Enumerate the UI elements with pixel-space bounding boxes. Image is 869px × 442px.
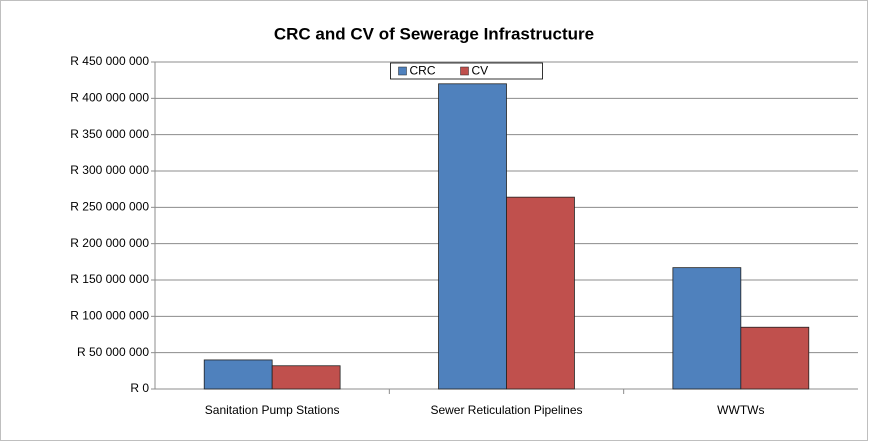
y-tick-label: R 350 000 000 <box>70 127 149 141</box>
x-tick-label: WWTWs <box>717 403 764 417</box>
bar <box>203 359 273 390</box>
y-tick-label: R 100 000 000 <box>70 309 149 323</box>
y-tick-label: R 0 <box>130 381 149 395</box>
x-tick-label: Sanitation Pump Stations <box>205 403 340 417</box>
bar <box>271 365 341 390</box>
y-tick-label: R 400 000 000 <box>70 91 149 105</box>
bar <box>438 83 507 390</box>
y-tick-label: R 200 000 000 <box>70 236 149 250</box>
legend-swatch <box>398 66 407 76</box>
legend-swatch <box>460 66 469 76</box>
bar <box>672 267 742 390</box>
y-tick-label: R 250 000 000 <box>70 200 149 214</box>
y-tick-label: R 50 000 000 <box>77 345 149 359</box>
y-tick-label: R 300 000 000 <box>70 163 149 177</box>
chart-title: CRC and CV of Sewerage Infrastructure <box>274 24 594 43</box>
x-tick-label: Sewer Reticulation Pipelines <box>430 403 582 417</box>
legend-label: CRC <box>410 64 436 78</box>
bar <box>740 326 810 390</box>
y-tick-label: R 150 000 000 <box>70 272 149 286</box>
y-tick-label: R 450 000 000 <box>70 54 149 68</box>
legend-label: CV <box>472 64 489 78</box>
bar <box>506 196 575 390</box>
